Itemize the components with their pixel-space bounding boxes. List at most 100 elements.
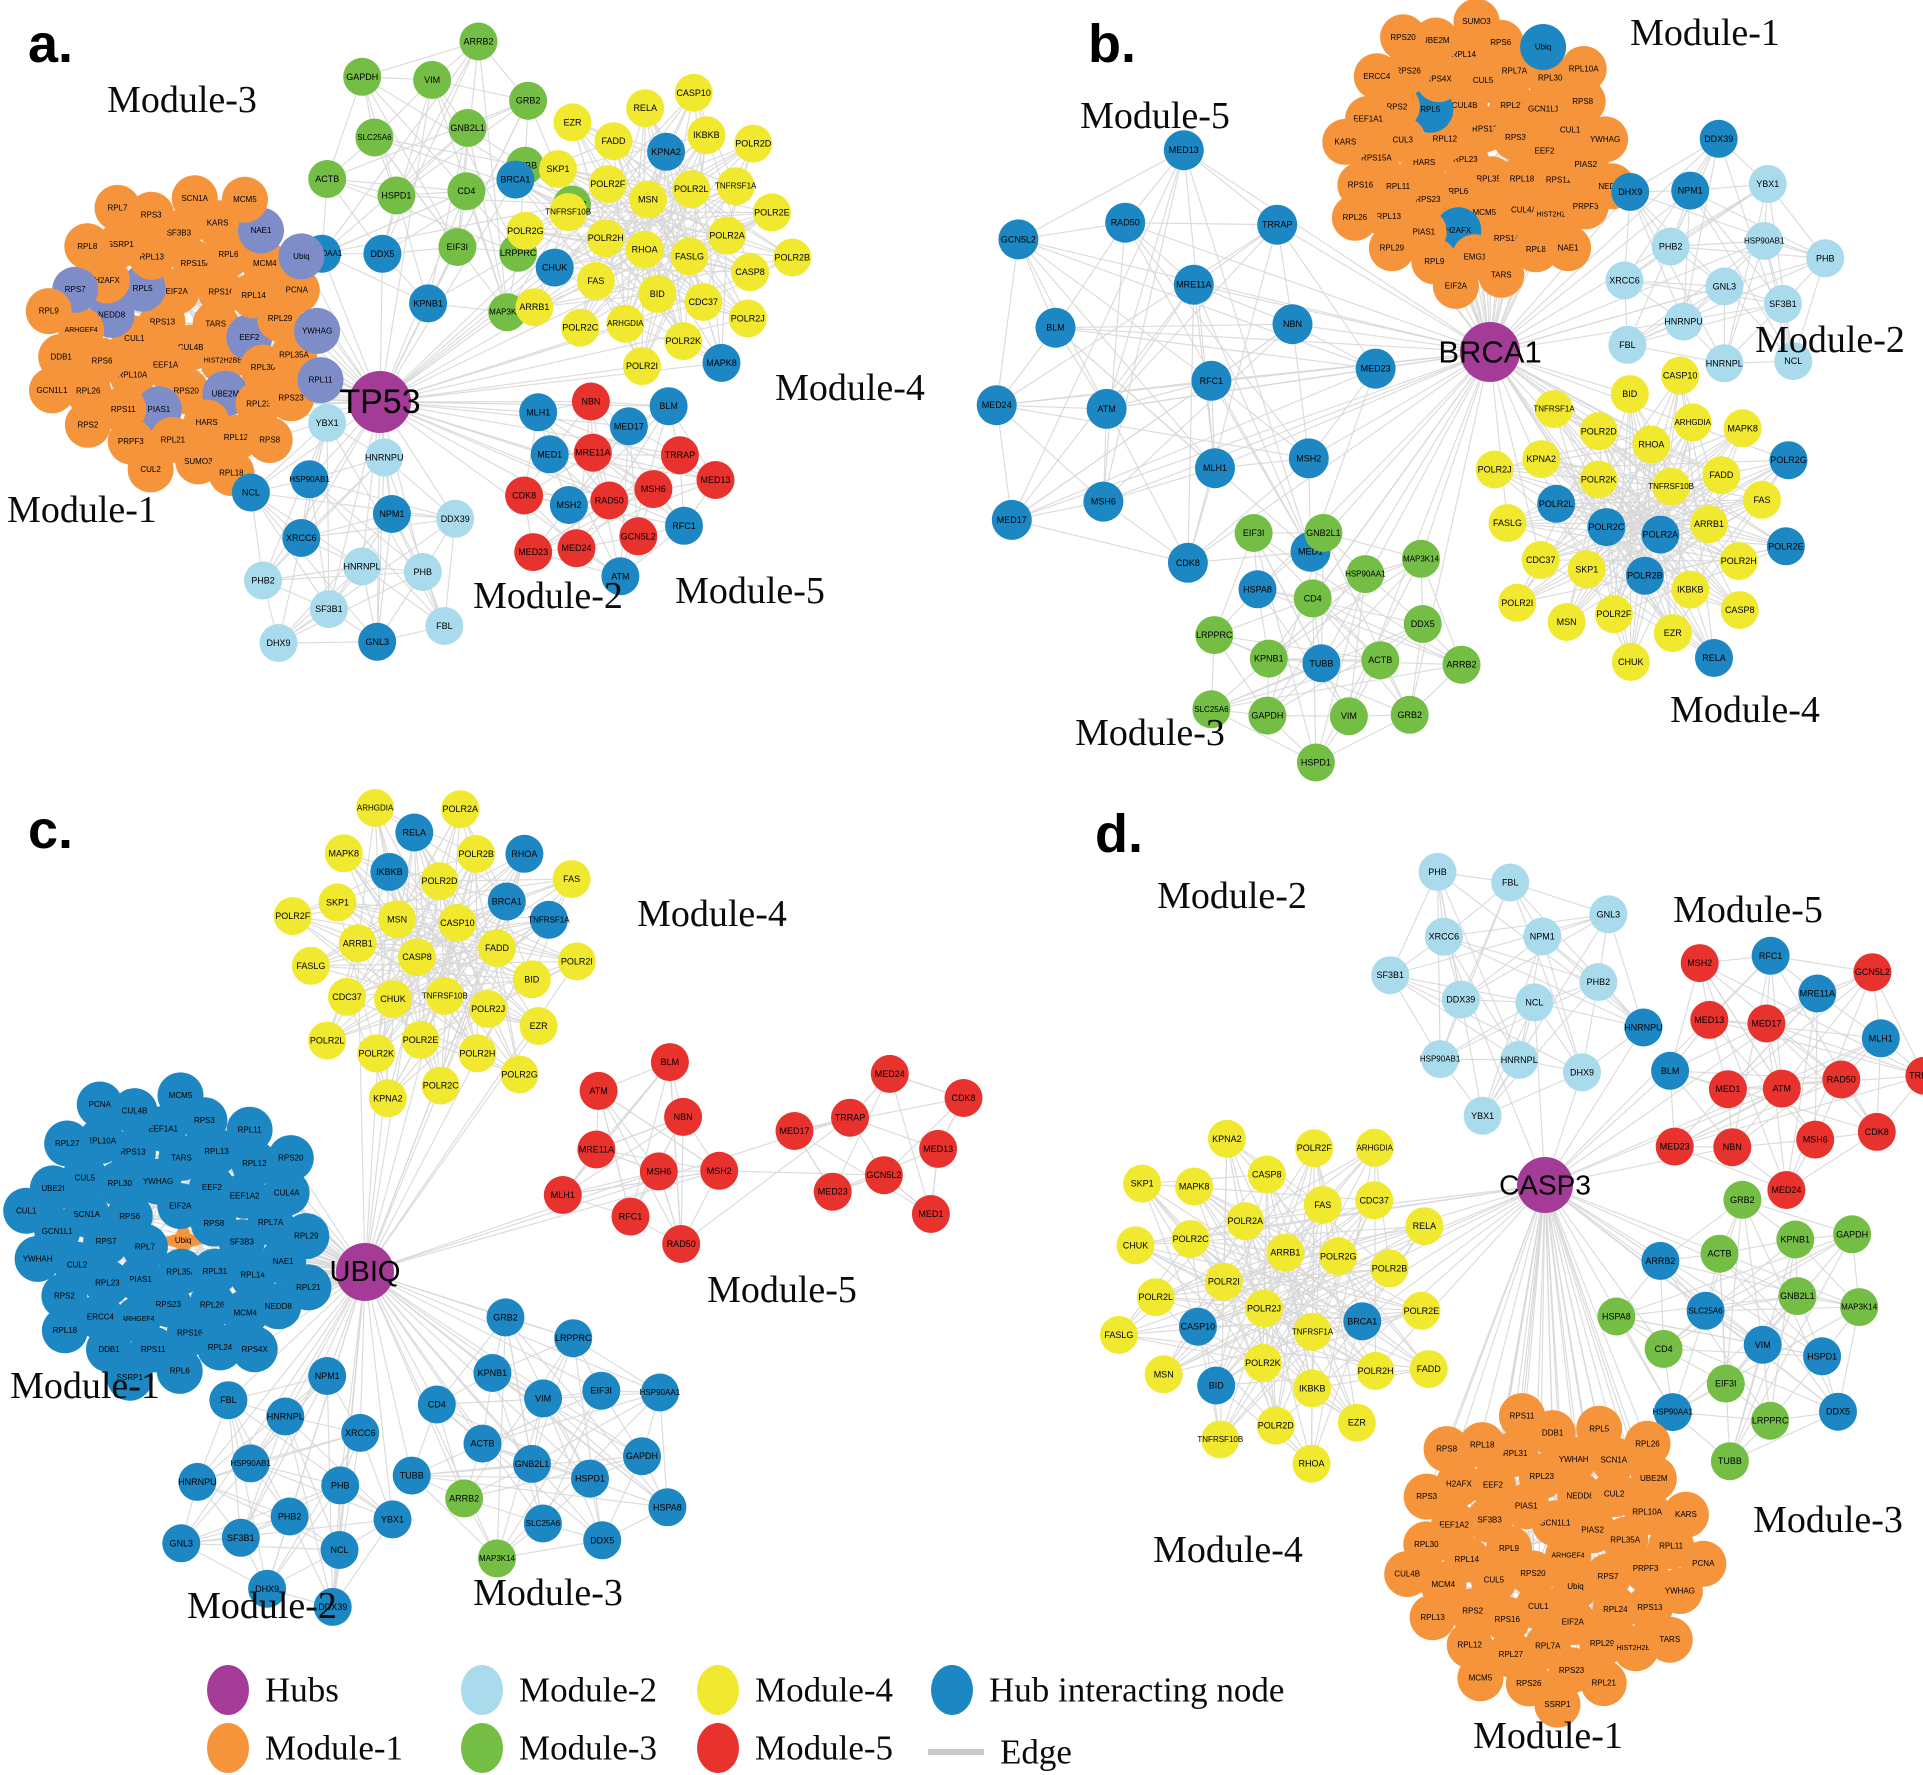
- node-POLR2A[interactable]: [708, 216, 746, 255]
- node-GRB2[interactable]: [1390, 695, 1429, 734]
- node-POLR2F[interactable]: [1594, 595, 1633, 634]
- node-VIM[interactable]: [1743, 1325, 1782, 1364]
- node-GAPDH[interactable]: [1248, 696, 1287, 735]
- node-MSN[interactable]: [1144, 1355, 1183, 1394]
- node-SCN1A[interactable]: [171, 175, 218, 222]
- node-POLR2C[interactable]: [421, 1066, 460, 1105]
- node-NBN[interactable]: [571, 382, 610, 421]
- node-POLR2J[interactable]: [728, 299, 767, 338]
- node-DHX9[interactable]: [248, 1569, 287, 1608]
- hub-BRCA1[interactable]: [1460, 322, 1520, 382]
- node-GNB2L1[interactable]: [1304, 513, 1343, 552]
- node-EIF3I[interactable]: [1234, 514, 1273, 552]
- node-KARS[interactable]: [1322, 118, 1369, 165]
- node-KPNA2[interactable]: [1522, 440, 1561, 479]
- node-POLR2D[interactable]: [420, 862, 459, 901]
- node-SLC25A6[interactable]: [1192, 690, 1231, 729]
- node-Ubiq[interactable]: [1520, 24, 1567, 70]
- node-POLR2L[interactable]: [672, 170, 711, 209]
- node-POLR2L[interactable]: [308, 1021, 347, 1060]
- node-KPNA2[interactable]: [368, 1079, 407, 1118]
- node-XRCC6[interactable]: [1605, 261, 1644, 300]
- node-NCL[interactable]: [231, 473, 270, 512]
- node-CUL4B[interactable]: [111, 1088, 158, 1135]
- node-GCN1L1[interactable]: [29, 367, 75, 414]
- node-RPL8[interactable]: [1512, 226, 1559, 273]
- node-SF3B1[interactable]: [309, 590, 348, 629]
- node-POLR2L[interactable]: [1136, 1278, 1175, 1317]
- node-MLH1[interactable]: [1861, 1019, 1900, 1058]
- node-CASP10[interactable]: [1661, 356, 1700, 395]
- node-CUL4B[interactable]: [1384, 1551, 1431, 1597]
- node-RHOA[interactable]: [625, 230, 664, 269]
- node-CASP8[interactable]: [731, 253, 769, 292]
- node-DDX5[interactable]: [363, 234, 402, 273]
- node-GAPDH[interactable]: [1833, 1215, 1872, 1254]
- node-HNRNPU[interactable]: [1624, 1008, 1663, 1047]
- node-SF3B3[interactable]: [1466, 1496, 1513, 1543]
- node-RFC1[interactable]: [1751, 936, 1790, 975]
- node-BID[interactable]: [1197, 1366, 1236, 1405]
- node-DDX5[interactable]: [1403, 605, 1442, 643]
- node-GNL3[interactable]: [1705, 267, 1744, 306]
- node-HSPA8[interactable]: [1597, 1297, 1636, 1336]
- node-CDC37[interactable]: [1355, 1181, 1394, 1220]
- node-MED13[interactable]: [1690, 1000, 1729, 1039]
- node-EZR[interactable]: [1337, 1403, 1376, 1442]
- node-KARS[interactable]: [1662, 1491, 1709, 1538]
- node-TNFRSF1A[interactable]: [716, 167, 755, 206]
- node-POLR2E[interactable]: [1402, 1291, 1441, 1330]
- node-BLM[interactable]: [1651, 1051, 1690, 1090]
- node-GRB2[interactable]: [1723, 1180, 1762, 1219]
- node-TNFRSF1A[interactable]: [1535, 390, 1573, 429]
- node-MSH6[interactable]: [1083, 481, 1124, 522]
- node-DDX5[interactable]: [1819, 1392, 1857, 1431]
- node-POLR2H[interactable]: [1719, 542, 1758, 581]
- node-NBN[interactable]: [1713, 1128, 1752, 1167]
- node-ARHGDIA[interactable]: [1673, 403, 1712, 442]
- node-MCM5[interactable]: [221, 176, 268, 223]
- node-CDC37[interactable]: [684, 283, 723, 321]
- node-ATM[interactable]: [1762, 1069, 1801, 1108]
- node-MAP3K14[interactable]: [1402, 539, 1440, 578]
- node-POLR2F[interactable]: [588, 165, 627, 204]
- node-MSH2[interactable]: [549, 486, 588, 524]
- node-MAP3K14[interactable]: [478, 1539, 516, 1578]
- node-POLR2G[interactable]: [1319, 1237, 1358, 1276]
- node-ACTB[interactable]: [308, 160, 347, 198]
- node-PHB2[interactable]: [244, 561, 282, 600]
- node-RPS8[interactable]: [1423, 1426, 1470, 1473]
- node-MRE11A[interactable]: [1798, 974, 1837, 1013]
- node-RHOA[interactable]: [1292, 1444, 1331, 1483]
- node-RELA[interactable]: [1405, 1207, 1444, 1246]
- node-CD4[interactable]: [1293, 579, 1332, 618]
- node-KPNA2[interactable]: [1207, 1119, 1246, 1158]
- node-YWHAG[interactable]: [294, 307, 341, 354]
- node-PHB2[interactable]: [270, 1497, 309, 1536]
- node-RPL26[interactable]: [1331, 194, 1378, 241]
- node-CUL2[interactable]: [127, 446, 174, 493]
- node-FADD[interactable]: [1702, 456, 1741, 495]
- node-MSN[interactable]: [629, 180, 667, 219]
- node-FADD[interactable]: [594, 122, 633, 161]
- node-ARRB2[interactable]: [459, 22, 498, 61]
- node-POLR2H[interactable]: [1356, 1351, 1395, 1390]
- node-ARRB1[interactable]: [1266, 1233, 1305, 1272]
- node-CDK8[interactable]: [944, 1079, 983, 1117]
- node-RPL29[interactable]: [1368, 225, 1415, 272]
- node-HSPD1[interactable]: [1296, 743, 1335, 782]
- node-EIF3I[interactable]: [582, 1371, 621, 1410]
- node-RELA[interactable]: [395, 813, 434, 852]
- node-RPL27[interactable]: [44, 1120, 91, 1167]
- node-HSP90AA1[interactable]: [1653, 1393, 1692, 1432]
- node-MAPK8[interactable]: [1175, 1167, 1214, 1206]
- node-POLR2E[interactable]: [1766, 527, 1805, 566]
- node-RPL10A[interactable]: [1560, 46, 1607, 92]
- node-RPS8[interactable]: [246, 417, 293, 463]
- node-RPL11[interactable]: [297, 357, 344, 404]
- node-UBE2M[interactable]: [1630, 1455, 1677, 1502]
- node-NBN[interactable]: [1272, 304, 1313, 345]
- node-RPS20[interactable]: [1380, 14, 1427, 61]
- node-IKBKB[interactable]: [370, 852, 409, 891]
- node-EIF3I[interactable]: [438, 228, 477, 266]
